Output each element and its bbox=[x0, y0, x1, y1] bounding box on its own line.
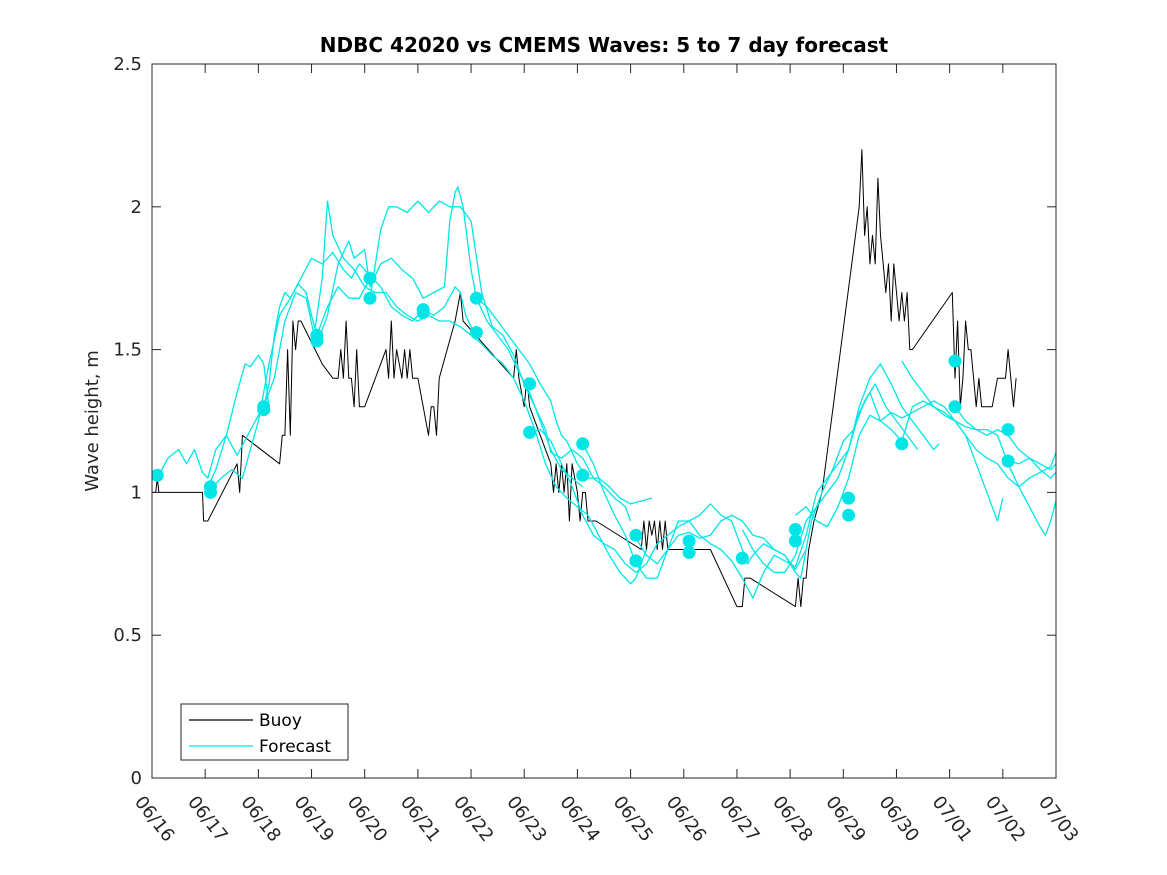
forecast-start-marker bbox=[788, 523, 802, 536]
forecast-start-marker bbox=[735, 551, 749, 565]
x-tick-label: 07/01 bbox=[928, 792, 976, 846]
forecast-start-marker bbox=[204, 485, 217, 499]
x-tick-label: 06/21 bbox=[396, 792, 444, 846]
x-tick-label: 06/27 bbox=[715, 792, 763, 846]
x-tick-label: 06/29 bbox=[821, 792, 869, 846]
forecast-series-line-10 bbox=[635, 391, 1004, 599]
forecast-series-line-8 bbox=[529, 428, 807, 579]
forecast-start-marker bbox=[416, 303, 430, 317]
forecast-start-marker bbox=[842, 491, 856, 505]
y-tick-label: 0.5 bbox=[113, 625, 142, 646]
forecast-start-marker bbox=[469, 291, 483, 305]
x-tick-label: 06/26 bbox=[662, 792, 710, 846]
x-tick-label: 06/20 bbox=[343, 792, 391, 846]
legend-label-forecast: Forecast bbox=[259, 737, 331, 757]
forecast-start-marker bbox=[629, 528, 643, 542]
x-tick-label: 06/23 bbox=[502, 792, 550, 846]
x-tick-label: 06/24 bbox=[555, 792, 603, 846]
forecast-start-marker bbox=[469, 326, 483, 339]
y-tick-label: 0 bbox=[131, 768, 142, 789]
x-tick-label: 06/18 bbox=[236, 792, 284, 846]
forecast-start-marker bbox=[523, 425, 537, 439]
forecast-series-line-4 bbox=[263, 200, 648, 585]
forecast-start-marker bbox=[1001, 423, 1015, 437]
plot-area bbox=[152, 149, 1056, 608]
forecast-start-marker bbox=[629, 554, 643, 568]
forecast-series-line-6 bbox=[369, 200, 632, 522]
x-tick-label: 07/03 bbox=[1034, 792, 1082, 846]
forecast-series-line-1 bbox=[156, 277, 371, 479]
forecast-series-line-12 bbox=[794, 400, 1056, 528]
x-tick-label: 06/17 bbox=[183, 792, 231, 846]
x-tick-label: 06/30 bbox=[875, 792, 923, 846]
forecast-series-line-11 bbox=[741, 363, 940, 574]
legend: Buoy Forecast bbox=[180, 703, 349, 761]
forecast-start-marker bbox=[682, 534, 696, 548]
chart-title: NDBC 42020 vs CMEMS Waves: 5 to 7 day fo… bbox=[320, 33, 889, 57]
forecast-series-line-13 bbox=[901, 360, 1056, 479]
forecast-start-marker bbox=[152, 468, 164, 482]
forecast-start-marker bbox=[788, 534, 802, 548]
forecast-series-line-14 bbox=[954, 406, 1056, 536]
forecast-start-marker bbox=[682, 545, 696, 559]
forecast-start-marker bbox=[257, 400, 271, 414]
forecast-start-marker bbox=[948, 400, 962, 414]
x-tick-label: 06/16 bbox=[130, 792, 178, 846]
forecast-start-marker bbox=[576, 437, 590, 451]
y-tick-label: 2.5 bbox=[113, 54, 142, 75]
y-tick-label: 1.5 bbox=[113, 340, 142, 361]
legend-box bbox=[180, 703, 349, 761]
forecast-start-marker bbox=[948, 354, 962, 368]
forecast-series-line-15 bbox=[1007, 457, 1056, 471]
forecast-series-line-2 bbox=[207, 354, 270, 487]
forecast-start-marker bbox=[1001, 454, 1015, 468]
buoy-series-line bbox=[152, 149, 1017, 608]
axes-box bbox=[151, 63, 1057, 779]
forecast-series-line-9 bbox=[582, 383, 919, 579]
y-tick-label: 2 bbox=[131, 197, 142, 218]
forecast-start-marker bbox=[310, 334, 324, 348]
x-tick-label: 06/25 bbox=[609, 792, 657, 846]
forecast-start-marker bbox=[523, 377, 537, 391]
x-tick-label: 07/02 bbox=[981, 792, 1029, 846]
forecast-start-marker bbox=[895, 437, 909, 451]
y-axis-label: Wave height, m bbox=[82, 350, 103, 491]
x-tick-label: 06/19 bbox=[290, 792, 338, 846]
forecast-start-marker bbox=[576, 468, 590, 482]
legend-label-buoy: Buoy bbox=[259, 711, 302, 731]
forecast-start-marker bbox=[363, 271, 377, 285]
forecast-series-line-7 bbox=[475, 297, 653, 505]
y-tick-label: 1 bbox=[131, 482, 142, 503]
forecast-start-marker bbox=[363, 291, 377, 305]
x-tick-label: 06/28 bbox=[768, 792, 816, 846]
forecast-series-line-3 bbox=[207, 251, 477, 493]
x-tick-label: 06/22 bbox=[449, 792, 497, 846]
forecast-start-marker bbox=[842, 508, 856, 522]
